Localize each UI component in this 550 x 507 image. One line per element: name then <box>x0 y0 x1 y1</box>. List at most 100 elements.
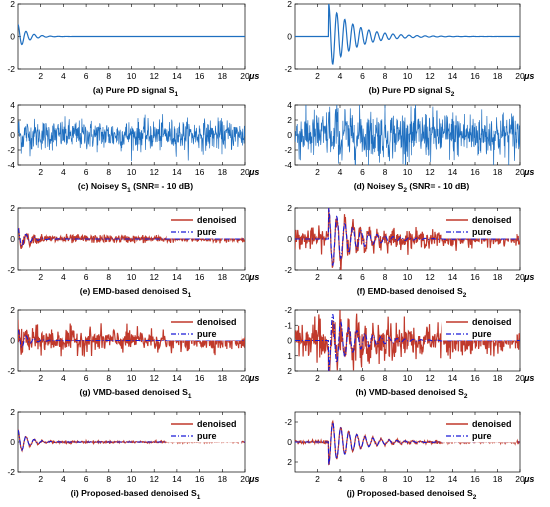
x-unit-label: μs <box>523 272 534 282</box>
x-tick-label: 20 <box>515 272 525 282</box>
x-tick-label: 4 <box>338 272 343 282</box>
x-tick-label: 12 <box>149 373 159 383</box>
x-tick-label: 18 <box>493 272 503 282</box>
y-tick-label: 2 <box>287 203 292 213</box>
y-tick-label: -4 <box>284 160 292 170</box>
series-pure-line <box>18 24 245 46</box>
x-tick-label: 16 <box>195 373 205 383</box>
x-tick-label: 16 <box>470 167 480 177</box>
x-tick-label: 16 <box>195 167 205 177</box>
x-unit-label: μs <box>523 167 534 177</box>
y-tick-label: 0 <box>287 437 292 447</box>
x-tick-label: 18 <box>218 71 228 81</box>
y-tick-label: -2 <box>284 305 292 315</box>
x-tick-label: 18 <box>493 71 503 81</box>
series-pure-line <box>295 4 520 65</box>
panel-h: 2 4 6 8 10 12 14 16 18 20 μs-2-1012denoisedpure(h)… <box>284 305 534 400</box>
legend: denoised pure <box>441 313 517 341</box>
panel-caption: (a) Pure PD signal S1 <box>93 85 179 98</box>
x-tick-label: 12 <box>425 71 435 81</box>
panel-caption: (h) VMD-based denoised S2 <box>355 387 467 400</box>
x-tick-label: 18 <box>493 373 503 383</box>
x-tick-label: 10 <box>127 373 137 383</box>
y-tick-label: -2 <box>284 265 292 275</box>
x-unit-label: μs <box>248 272 259 282</box>
y-tick-label: -2 <box>284 64 292 74</box>
x-tick-label: 6 <box>360 167 365 177</box>
y-tick-label: 4 <box>287 100 292 110</box>
x-tick-label: 20 <box>515 474 525 484</box>
x-tick-label: 20 <box>515 167 525 177</box>
x-tick-label: 20 <box>515 71 525 81</box>
x-tick-label: 2 <box>315 167 320 177</box>
x-tick-label: 2 <box>38 167 43 177</box>
x-tick-label: 8 <box>106 272 111 282</box>
y-tick-label: -4 <box>7 160 15 170</box>
x-unit-label: μs <box>523 474 534 484</box>
x-tick-label: 12 <box>149 167 159 177</box>
x-tick-label: 8 <box>383 272 388 282</box>
x-tick-label: 10 <box>127 474 137 484</box>
series-group <box>18 114 245 162</box>
legend-pure-label: pure <box>472 431 492 441</box>
x-tick-label: 10 <box>403 272 413 282</box>
x-tick-label: 12 <box>149 474 159 484</box>
x-tick-label: 4 <box>61 167 66 177</box>
x-tick-label: 14 <box>172 373 182 383</box>
x-tick-label: 12 <box>425 167 435 177</box>
x-unit-label: μs <box>248 373 259 383</box>
y-tick-label: 2 <box>10 0 15 9</box>
x-tick-label: 8 <box>106 474 111 484</box>
x-tick-label: 18 <box>493 167 503 177</box>
x-tick-label: 14 <box>448 474 458 484</box>
x-tick-label: 18 <box>493 474 503 484</box>
x-tick-label: 14 <box>172 474 182 484</box>
series-pure-line <box>18 227 245 247</box>
x-tick-label: 14 <box>448 71 458 81</box>
legend-pure-label: pure <box>197 431 217 441</box>
x-tick-label: 10 <box>403 474 413 484</box>
x-tick-label: 2 <box>38 474 43 484</box>
y-tick-label: 0 <box>287 130 292 140</box>
y-tick-label: 0 <box>10 437 15 447</box>
x-tick-label: 8 <box>383 474 388 484</box>
panel-caption: (f) EMD-based denoised S2 <box>357 286 467 299</box>
x-tick-label: 6 <box>84 71 89 81</box>
y-tick-label: 0 <box>10 32 15 42</box>
x-tick-label: 20 <box>240 71 250 81</box>
x-tick-label: 2 <box>315 474 320 484</box>
x-tick-label: 16 <box>470 71 480 81</box>
series-pure-line <box>295 314 520 371</box>
y-tick-label: 1 <box>287 351 292 361</box>
y-tick-label: -2 <box>7 265 15 275</box>
x-tick-label: 12 <box>149 272 159 282</box>
legend-pure-label: pure <box>197 329 217 339</box>
y-tick-label: 2 <box>287 115 292 125</box>
y-tick-label: 2 <box>10 305 15 315</box>
legend-denoised-label: denoised <box>197 215 237 225</box>
x-unit-label: μs <box>248 71 259 81</box>
y-tick-label: 2 <box>287 366 292 376</box>
x-unit-label: μs <box>523 71 534 81</box>
x-tick-label: 2 <box>38 373 43 383</box>
series-group <box>18 24 245 46</box>
y-tick-label: -2 <box>7 64 15 74</box>
series-group <box>295 105 520 165</box>
legend: denoised pure <box>166 313 242 341</box>
x-tick-label: 10 <box>127 71 137 81</box>
y-tick-label: 0 <box>287 336 292 346</box>
x-tick-label: 6 <box>84 272 89 282</box>
x-tick-label: 6 <box>360 71 365 81</box>
legend-denoised-label: denoised <box>197 317 237 327</box>
x-tick-label: 4 <box>338 474 343 484</box>
legend-denoised-label: denoised <box>472 215 512 225</box>
x-tick-label: 16 <box>195 272 205 282</box>
y-tick-label: -2 <box>284 145 292 155</box>
legend-box <box>441 211 517 239</box>
